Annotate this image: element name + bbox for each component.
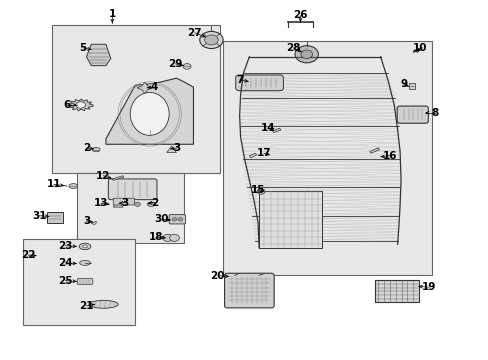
Text: 15: 15 xyxy=(250,185,265,195)
FancyBboxPatch shape xyxy=(113,198,134,205)
Ellipse shape xyxy=(82,245,87,248)
Text: 26: 26 xyxy=(293,10,307,20)
Polygon shape xyxy=(113,201,122,207)
Ellipse shape xyxy=(69,184,78,189)
Text: 30: 30 xyxy=(154,214,169,224)
Circle shape xyxy=(134,202,140,206)
Circle shape xyxy=(204,35,218,45)
Text: 3: 3 xyxy=(82,216,90,226)
Circle shape xyxy=(183,64,191,69)
FancyBboxPatch shape xyxy=(108,179,157,200)
Circle shape xyxy=(178,217,183,221)
Polygon shape xyxy=(166,146,176,153)
Polygon shape xyxy=(369,148,379,153)
Text: 7: 7 xyxy=(236,75,243,85)
Text: 14: 14 xyxy=(260,123,275,133)
Circle shape xyxy=(257,189,264,194)
Text: 13: 13 xyxy=(94,198,108,208)
Polygon shape xyxy=(106,78,193,144)
Text: 20: 20 xyxy=(210,271,224,281)
FancyBboxPatch shape xyxy=(224,273,274,308)
Text: 28: 28 xyxy=(285,43,300,53)
Polygon shape xyxy=(91,221,96,225)
Bar xyxy=(77,173,183,243)
Ellipse shape xyxy=(130,93,169,135)
Text: 29: 29 xyxy=(168,59,183,69)
Text: 31: 31 xyxy=(32,211,46,221)
Circle shape xyxy=(172,217,177,221)
Ellipse shape xyxy=(92,148,100,152)
Ellipse shape xyxy=(89,300,118,308)
Text: 22: 22 xyxy=(21,250,35,260)
Text: 4: 4 xyxy=(151,82,158,92)
Text: 3: 3 xyxy=(173,143,181,153)
Text: 6: 6 xyxy=(63,100,70,110)
Text: 2: 2 xyxy=(83,143,90,153)
Polygon shape xyxy=(86,44,111,66)
Text: 9: 9 xyxy=(400,79,407,89)
Bar xyxy=(408,83,414,89)
Circle shape xyxy=(169,234,179,242)
Circle shape xyxy=(294,46,318,63)
FancyBboxPatch shape xyxy=(235,75,283,91)
Text: 17: 17 xyxy=(256,148,271,158)
Circle shape xyxy=(200,31,223,49)
Bar xyxy=(222,41,431,275)
Ellipse shape xyxy=(147,202,155,206)
Polygon shape xyxy=(68,99,93,111)
Text: 16: 16 xyxy=(382,151,397,161)
FancyBboxPatch shape xyxy=(396,106,427,123)
Text: 12: 12 xyxy=(96,171,110,181)
Polygon shape xyxy=(137,82,152,94)
Text: 24: 24 xyxy=(58,258,73,268)
Text: 8: 8 xyxy=(430,108,438,118)
Text: 25: 25 xyxy=(58,276,73,286)
Text: 5: 5 xyxy=(79,43,86,53)
Text: 18: 18 xyxy=(148,232,163,242)
Text: 23: 23 xyxy=(58,241,73,251)
Text: 21: 21 xyxy=(79,301,94,311)
Text: 3: 3 xyxy=(122,198,129,207)
Circle shape xyxy=(163,234,172,242)
FancyBboxPatch shape xyxy=(77,279,93,284)
Text: 27: 27 xyxy=(187,28,202,38)
FancyBboxPatch shape xyxy=(169,215,185,224)
Circle shape xyxy=(300,50,312,59)
Polygon shape xyxy=(272,128,281,132)
Text: 1: 1 xyxy=(108,9,116,19)
Bar xyxy=(23,239,135,325)
Text: 10: 10 xyxy=(412,43,427,53)
FancyBboxPatch shape xyxy=(46,212,63,223)
Bar xyxy=(259,191,322,248)
Text: 2: 2 xyxy=(151,198,158,207)
Bar xyxy=(374,280,418,302)
Text: 19: 19 xyxy=(421,282,436,292)
Ellipse shape xyxy=(80,260,90,265)
Ellipse shape xyxy=(79,243,91,249)
Bar xyxy=(52,24,220,173)
Text: 11: 11 xyxy=(46,179,61,189)
Ellipse shape xyxy=(76,102,85,108)
Polygon shape xyxy=(112,176,123,180)
Polygon shape xyxy=(249,153,256,158)
